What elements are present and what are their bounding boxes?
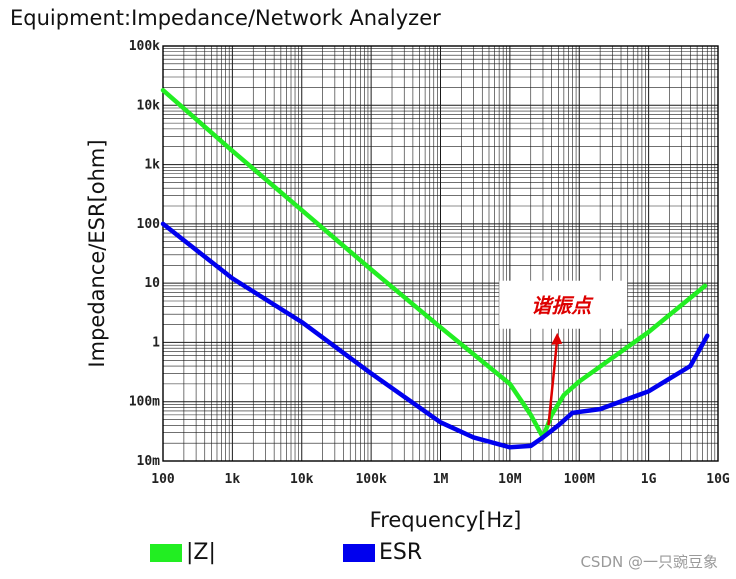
y-tick-label: 10m [137, 454, 161, 469]
y-tick-label: 10 [144, 276, 160, 291]
annotation-label: 谐振点 [531, 294, 594, 318]
plot-frame [162, 45, 719, 462]
annotation-arrow [547, 338, 559, 426]
y-tick-label: 100m [129, 395, 160, 410]
x-tick-label: 1M [433, 472, 449, 487]
y-tick-label: 1k [144, 158, 160, 173]
x-tick-label: 10M [498, 472, 522, 487]
legend-swatch-z [150, 543, 182, 562]
y-tick-label: 100k [129, 39, 160, 54]
x-axis-label: Frequency[Hz] [370, 508, 522, 532]
x-tick-label: 1k [225, 472, 241, 487]
legend-label-z: |Z| [186, 540, 216, 565]
legend-item-esr: ESR [343, 540, 422, 565]
x-tick-label: 100k [355, 472, 386, 487]
annotation-arrow-head [551, 332, 563, 345]
y-axis-label: Impedance/ESR[ohm] [85, 139, 109, 367]
y-tick-label: 1 [152, 335, 160, 350]
legend-label-esr: ESR [379, 540, 423, 565]
x-tick-label: 100M [564, 472, 595, 487]
annotation-box [499, 280, 628, 329]
legend-swatch-esr [343, 543, 375, 562]
series-line-esr [160, 221, 710, 450]
grid [162, 46, 718, 462]
x-tick-label: 10G [706, 472, 730, 487]
y-tick-label: 100 [137, 217, 161, 232]
x-tick-label: 1G [641, 472, 657, 487]
equipment-title: Equipment:Impedance/Network Analyzer [10, 6, 441, 30]
y-tick-label: 10k [137, 98, 161, 113]
x-tick-label: 100 [151, 472, 175, 487]
x-tick-label: 10k [290, 472, 314, 487]
legend-item-z: |Z| [150, 540, 216, 565]
series-line-z [160, 87, 708, 440]
watermark: CSDN @一只豌豆象 [580, 553, 718, 571]
